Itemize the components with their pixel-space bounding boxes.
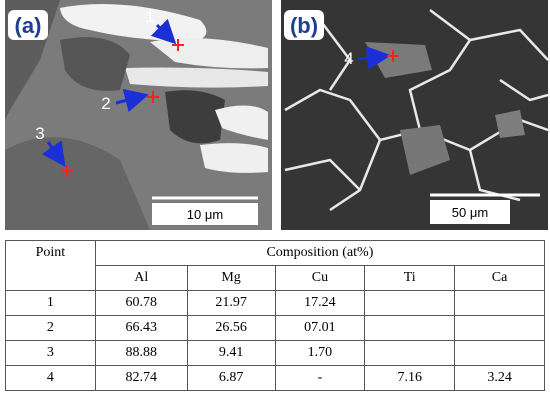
value-cell: 17.24 (274, 290, 366, 316)
panel-a (5, 0, 272, 230)
markers (61, 39, 399, 177)
composition-table: Point Composition (at%) Al Mg Cu Ti Ca 1 60.7… (5, 240, 546, 391)
point-label: 1 (145, 7, 154, 26)
empty-cell (454, 290, 545, 316)
header-cell: Point (5, 240, 96, 291)
scale-label: 10 μm (187, 207, 223, 222)
column-header: Mg (186, 265, 276, 291)
panel-b (281, 0, 549, 230)
point-cell: 1 (5, 290, 96, 316)
point-label: 4 (344, 49, 353, 68)
value-cell: 1.70 (274, 340, 366, 366)
value-cell: 07.01 (274, 315, 366, 341)
empty-cell (454, 315, 545, 341)
label-box (284, 10, 324, 40)
table-row: 2 66.43 26.56 07.01 (5, 315, 545, 341)
point-label: 2 (101, 94, 110, 113)
header-cell: Composition (at%) (94, 240, 546, 266)
table-row: 1 60.78 21.97 17.24 (5, 290, 545, 316)
arrows (41, 18, 391, 167)
value-cell: 26.56 (186, 315, 276, 341)
value-cell: 60.78 (94, 290, 188, 316)
value-cell: 21.97 (186, 290, 276, 316)
value-cell: 9.41 (186, 340, 276, 366)
value-cell: 82.74 (94, 365, 188, 391)
scale-box (430, 200, 510, 224)
column-header: Cu (274, 265, 366, 291)
panel-label: (b) (290, 13, 318, 38)
value-cell: 88.88 (94, 340, 188, 366)
value-cell: - (274, 365, 366, 391)
empty-cell (454, 340, 545, 366)
value-cell: 66.43 (94, 315, 188, 341)
column-header: Al (94, 265, 188, 291)
empty-cell (364, 340, 456, 366)
panel-label: (a) (15, 13, 42, 38)
value-cell: 6.87 (186, 365, 276, 391)
point-label: 3 (35, 124, 44, 143)
scale-label: 50 μm (452, 205, 488, 220)
point-cell: 2 (5, 315, 96, 341)
value-cell: 3.24 (454, 365, 545, 391)
label-box (8, 10, 48, 40)
scale-box (152, 203, 258, 225)
value-cell: 7.16 (364, 365, 456, 391)
micrographs: (a) (b) 1 2 3 4 10 μm 50 μm (5, 0, 549, 230)
empty-cell (364, 290, 456, 316)
point-cell: 4 (5, 365, 96, 391)
column-header: Ti (364, 265, 456, 291)
table-row: 4 82.74 6.87-7.16 3.24 (5, 365, 545, 391)
column-header: Ca (454, 265, 545, 291)
table-row: 3 88.88 9.41 1.70 (5, 340, 545, 366)
empty-cell (364, 315, 456, 341)
point-cell: 3 (5, 340, 96, 366)
